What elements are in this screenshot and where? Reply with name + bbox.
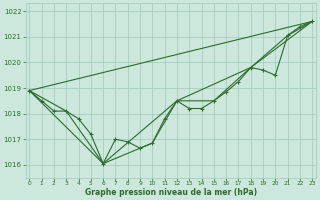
X-axis label: Graphe pression niveau de la mer (hPa): Graphe pression niveau de la mer (hPa): [85, 188, 257, 197]
